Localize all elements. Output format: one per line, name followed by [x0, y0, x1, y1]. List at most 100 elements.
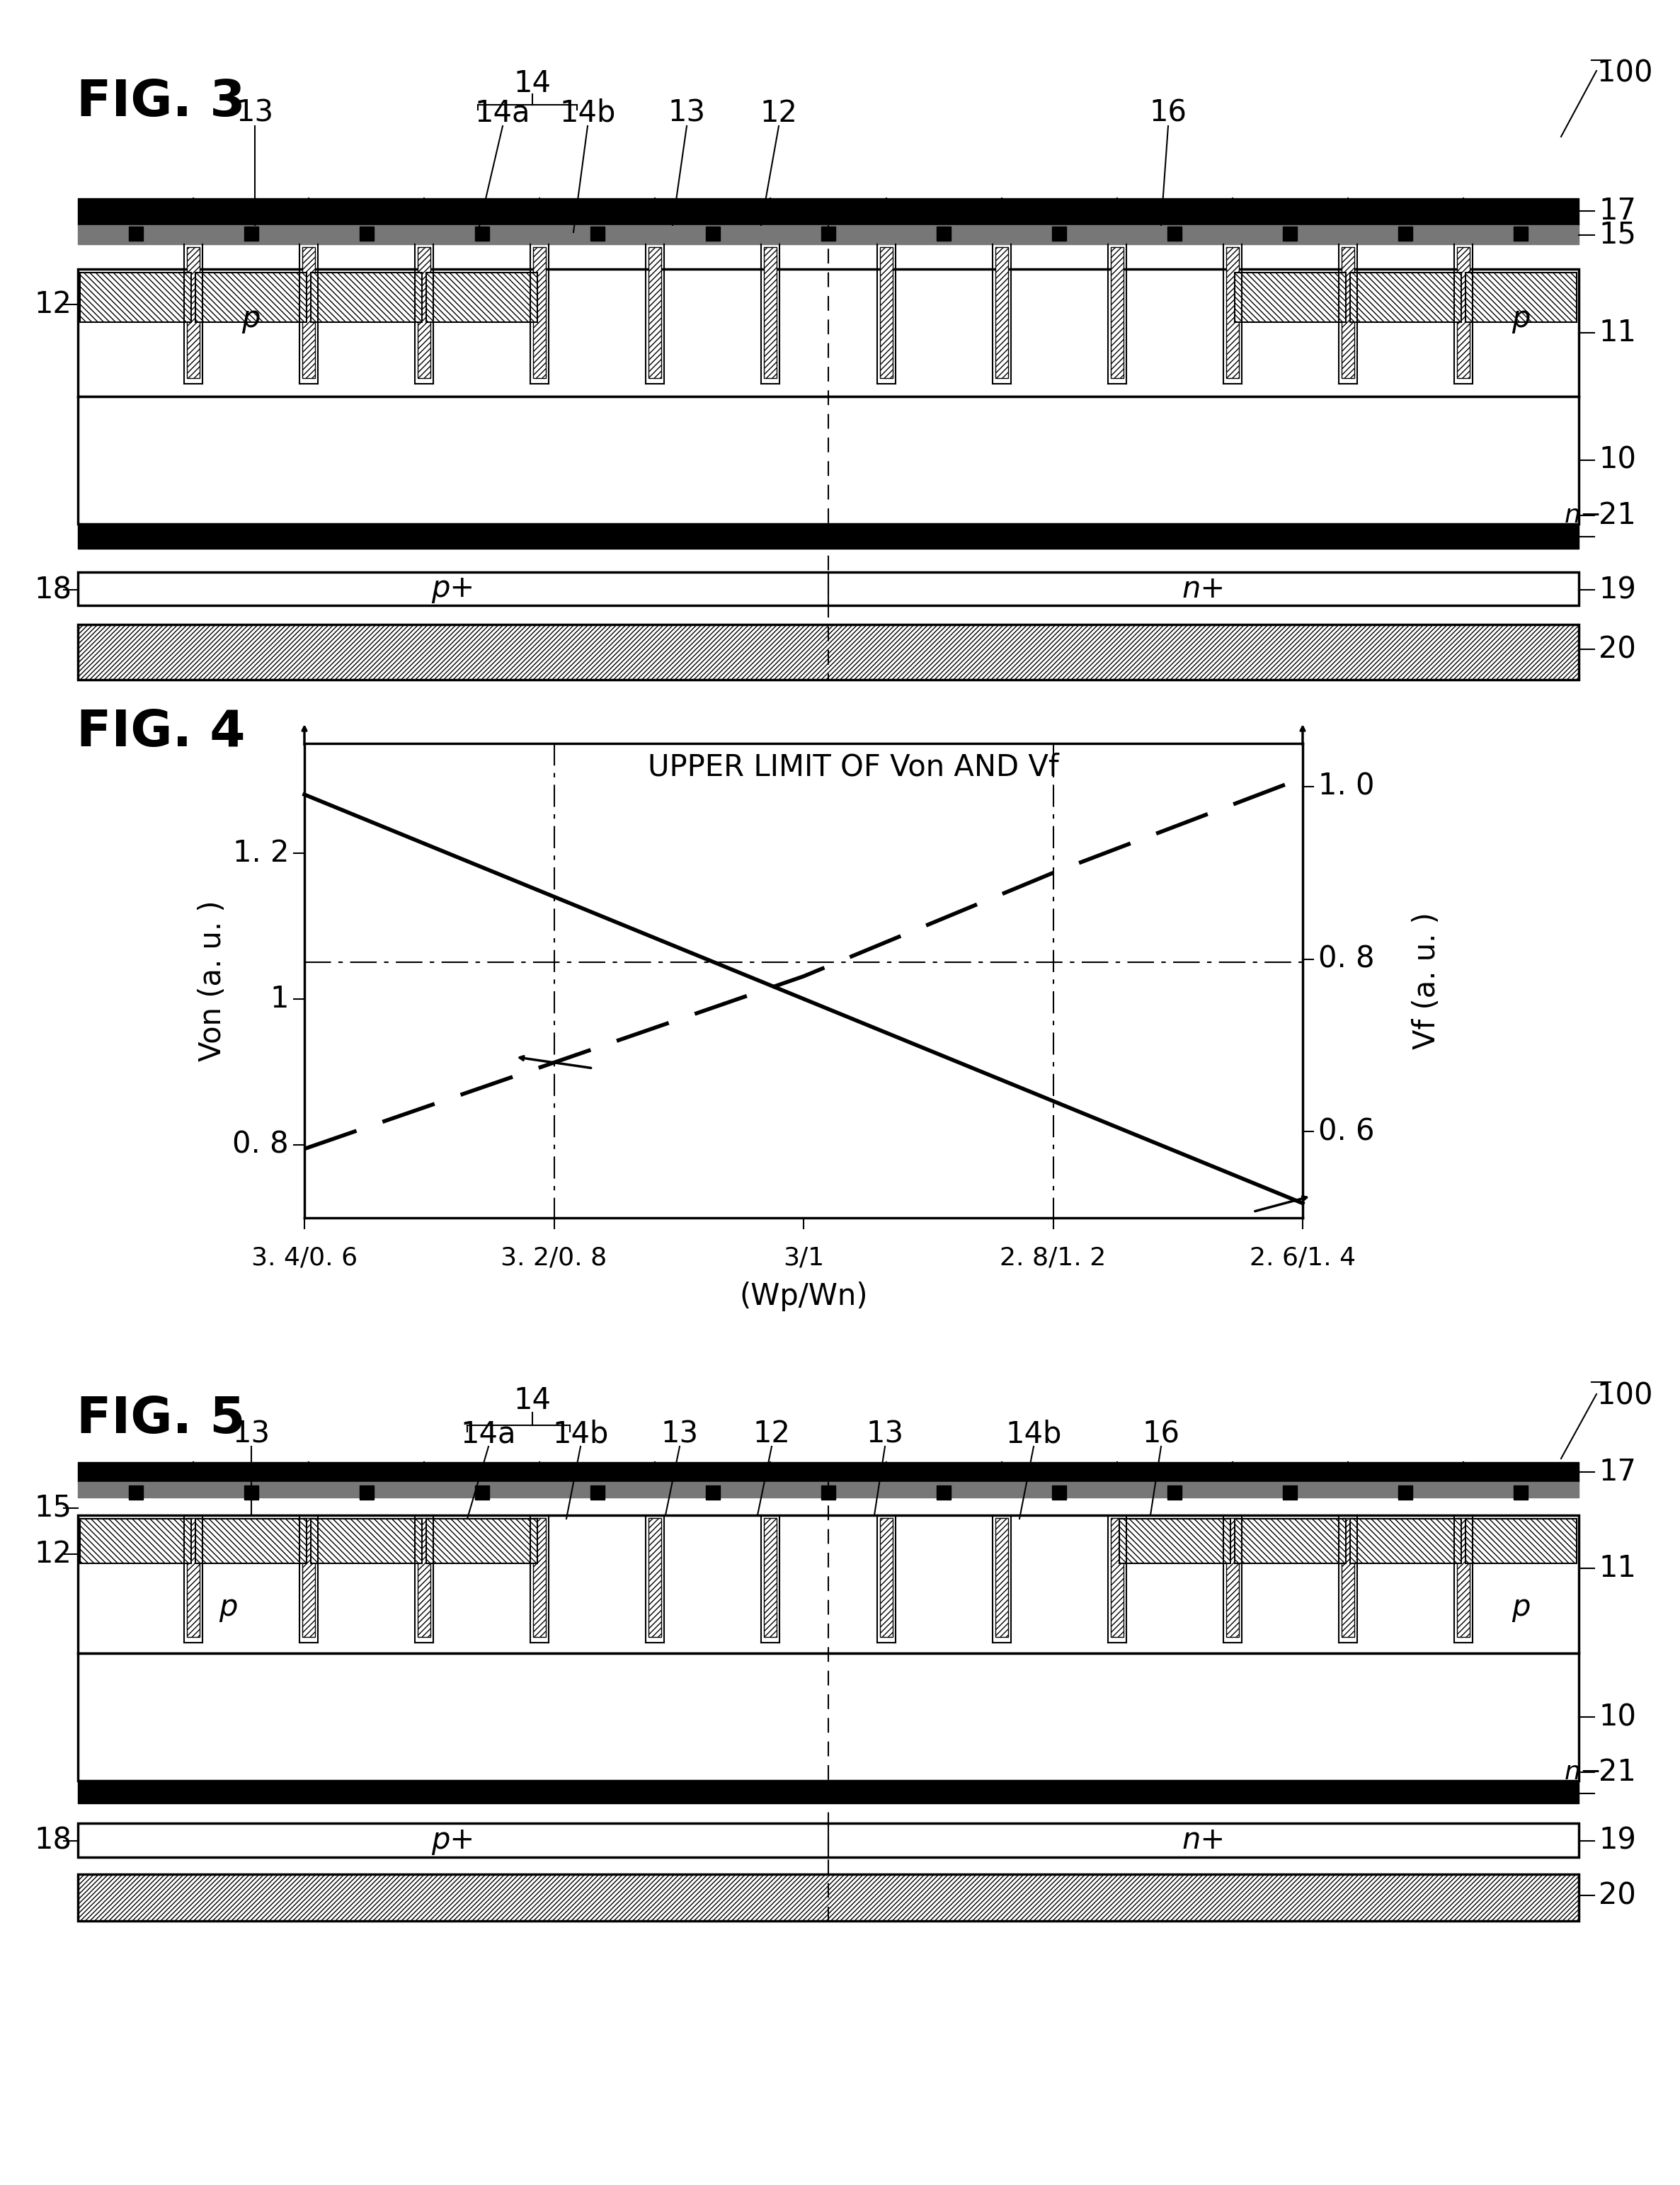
Text: 12: 12: [753, 1418, 790, 1449]
Bar: [648, 247, 662, 378]
Bar: [1398, 227, 1413, 240]
Bar: [706, 1486, 721, 1499]
Text: 14a: 14a: [475, 98, 531, 129]
Text: 14b: 14b: [553, 1418, 608, 1449]
Text: 14: 14: [514, 1385, 551, 1416]
Bar: [475, 227, 489, 240]
Bar: [764, 247, 776, 378]
Bar: [1342, 247, 1354, 378]
Text: n: n: [1564, 524, 1581, 548]
Bar: [1514, 227, 1529, 240]
Bar: [77, 625, 1579, 680]
Bar: [1342, 1519, 1354, 1637]
Text: 17: 17: [1599, 1457, 1636, 1486]
Text: 100: 100: [1596, 1381, 1653, 1409]
Bar: [311, 273, 422, 321]
Bar: [880, 1519, 892, 1637]
Bar: [77, 1875, 1579, 1921]
Text: (Wp/Wn): (Wp/Wn): [739, 1283, 869, 1311]
Bar: [1514, 1486, 1529, 1499]
Bar: [1119, 1519, 1230, 1562]
Bar: [533, 1519, 546, 1637]
Bar: [1168, 227, 1181, 240]
Bar: [1052, 1486, 1067, 1499]
Text: 1: 1: [270, 983, 289, 1014]
Bar: [186, 247, 200, 378]
Bar: [302, 247, 316, 378]
Text: p+: p+: [432, 1824, 475, 1855]
Text: UPPER LIMIT OF Von AND Vf: UPPER LIMIT OF Von AND Vf: [648, 752, 1058, 782]
Bar: [418, 1519, 430, 1637]
Bar: [1465, 273, 1576, 321]
Text: n−: n−: [1564, 1761, 1603, 1785]
Bar: [937, 227, 951, 240]
Text: 1. 0: 1. 0: [1319, 771, 1374, 802]
Text: Von (a. u. ): Von (a. u. ): [198, 900, 227, 1062]
Bar: [1351, 273, 1462, 321]
Text: 100: 100: [1596, 59, 1653, 87]
Bar: [77, 1514, 1579, 1654]
Text: 19: 19: [1599, 575, 1636, 605]
Bar: [995, 247, 1008, 378]
Bar: [590, 1486, 605, 1499]
Text: p: p: [218, 1593, 237, 1621]
Bar: [995, 1519, 1008, 1637]
Text: p: p: [1512, 304, 1530, 334]
Bar: [1398, 1486, 1413, 1499]
Text: 10: 10: [1599, 1702, 1636, 1733]
Text: 0. 6: 0. 6: [1319, 1117, 1374, 1147]
Bar: [81, 273, 192, 321]
Text: 13: 13: [660, 1418, 699, 1449]
Text: 16: 16: [1142, 1418, 1179, 1449]
Text: p: p: [1512, 1593, 1530, 1621]
Text: 18: 18: [34, 1827, 72, 1855]
Bar: [77, 1654, 1579, 1781]
Bar: [360, 1486, 373, 1499]
Text: 12: 12: [759, 98, 798, 129]
Text: 0. 8: 0. 8: [1319, 944, 1374, 975]
Text: 12: 12: [34, 1538, 72, 1569]
Bar: [1284, 1486, 1297, 1499]
Bar: [244, 1486, 259, 1499]
Bar: [1457, 1519, 1470, 1637]
Text: 16: 16: [1149, 98, 1186, 129]
Text: 21: 21: [1599, 1757, 1636, 1787]
Text: 3. 4/0. 6: 3. 4/0. 6: [252, 1245, 358, 1269]
Bar: [1226, 247, 1238, 378]
Text: n−: n−: [1564, 503, 1603, 527]
Bar: [1226, 1519, 1238, 1637]
Text: Vf (a. u. ): Vf (a. u. ): [1411, 911, 1441, 1049]
Bar: [77, 269, 1579, 395]
Text: 11: 11: [1599, 317, 1636, 347]
Bar: [880, 247, 892, 378]
Text: 12: 12: [34, 291, 72, 319]
Bar: [590, 227, 605, 240]
Text: 18: 18: [34, 575, 72, 605]
Bar: [1110, 247, 1124, 378]
Text: 2. 8/1. 2: 2. 8/1. 2: [1000, 1245, 1107, 1269]
Bar: [129, 1486, 143, 1499]
Bar: [1235, 273, 1346, 321]
Bar: [648, 1519, 662, 1637]
Text: 15: 15: [1599, 221, 1636, 249]
Text: 20: 20: [1599, 1881, 1636, 1910]
Text: n+: n+: [1181, 1824, 1225, 1855]
Bar: [1052, 227, 1067, 240]
Text: 14: 14: [514, 68, 551, 98]
Text: 15: 15: [34, 1492, 72, 1523]
Text: 0. 8: 0. 8: [232, 1130, 289, 1160]
Bar: [764, 1519, 776, 1637]
Text: p+: p+: [432, 575, 475, 603]
Bar: [195, 273, 307, 321]
Bar: [937, 1486, 951, 1499]
Bar: [195, 1519, 307, 1562]
Bar: [360, 227, 373, 240]
Text: 13: 13: [867, 1418, 904, 1449]
Text: FIG. 4: FIG. 4: [77, 708, 245, 756]
Text: FIG. 3: FIG. 3: [77, 79, 245, 127]
Text: n+: n+: [1181, 575, 1225, 603]
Text: 3. 2/0. 8: 3. 2/0. 8: [501, 1245, 606, 1269]
Text: 17: 17: [1599, 197, 1636, 225]
Bar: [302, 1519, 316, 1637]
Text: 13: 13: [669, 98, 706, 129]
